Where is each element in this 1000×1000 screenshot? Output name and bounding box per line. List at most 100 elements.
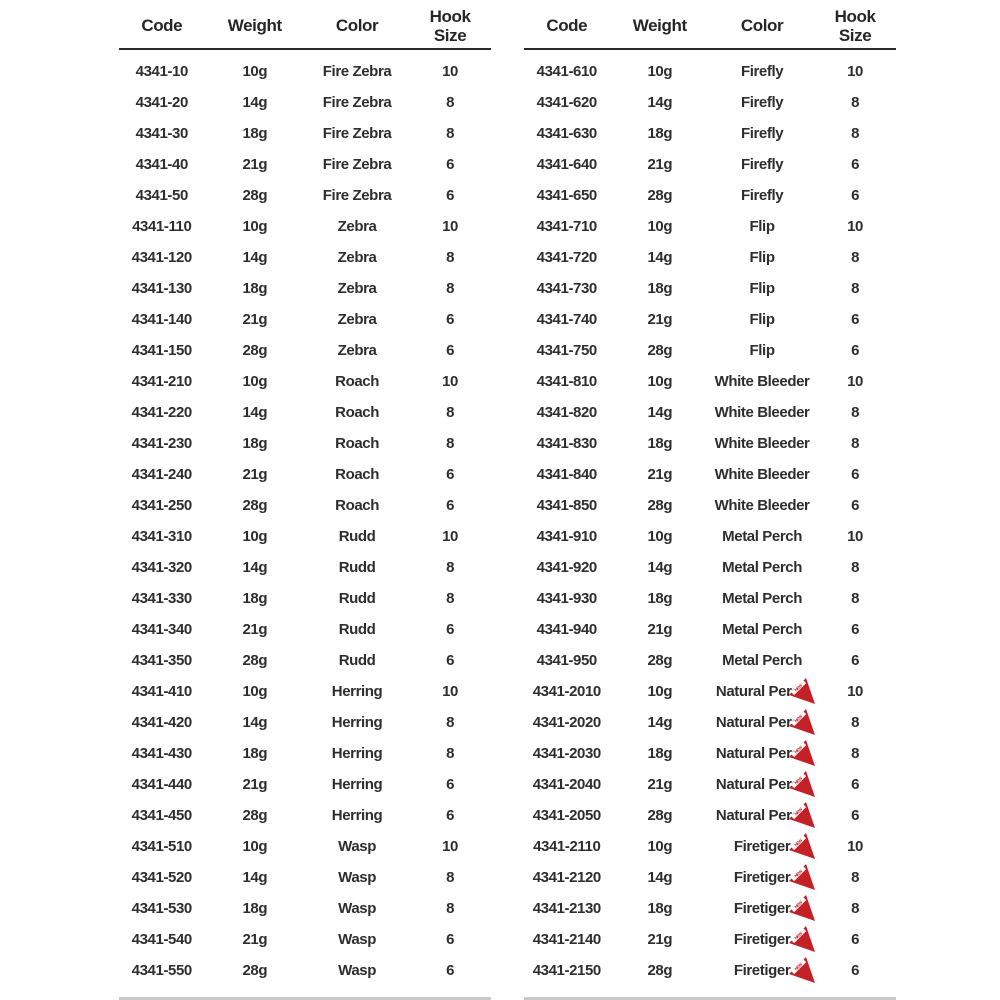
hook-cell: 6: [409, 490, 491, 521]
weight-value: 10g: [242, 218, 268, 235]
weight-value: 10g: [647, 373, 673, 390]
table-row: 4341-130 18g Zebra 8: [119, 273, 491, 304]
weight-value: 10g: [647, 528, 673, 545]
code-value: 4341-950: [536, 652, 598, 669]
new-badge-icon: NEW: [788, 926, 815, 952]
color-value: Fire Zebra: [322, 187, 392, 204]
color-value: Zebra: [337, 311, 377, 328]
hook-cell: 8: [814, 893, 896, 924]
code-cell: 4341-10: [119, 56, 205, 87]
code-value: 4341-2150: [532, 962, 602, 979]
table-row: 4341-10 10g Fire Zebra 10: [119, 56, 491, 87]
hook-cell: 8: [409, 552, 491, 583]
color-cell: Wasp: [305, 893, 409, 924]
weight-cell: 21g: [610, 614, 710, 645]
hook-cell: 10: [409, 831, 491, 862]
color-cell: White Bleeder: [710, 397, 814, 428]
table-row: 4341-730 18g Flip 8: [524, 273, 896, 304]
table-row: 4341-50 28g Fire Zebra 6: [119, 180, 491, 211]
table-row: 4341-930 18g Metal Perch 8: [524, 583, 896, 614]
code-cell: 4341-640: [524, 149, 610, 180]
hook-cell: 8: [409, 738, 491, 769]
table-row: 4341-510 10g Wasp 10: [119, 831, 491, 862]
color-cell: Firetiger NEW: [710, 924, 815, 955]
code-value: 4341-930: [536, 590, 598, 607]
code-value: 4341-730: [536, 280, 598, 297]
new-badge-label: NEW: [793, 962, 803, 972]
table-row: 4341-630 18g Firefly 8: [524, 118, 896, 149]
table-row: 4341-620 14g Firefly 8: [524, 87, 896, 118]
code-value: 4341-630: [536, 125, 598, 142]
hook-cell: 8: [409, 397, 491, 428]
hook-value: 8: [446, 125, 455, 142]
table-row: 4341-340 21g Rudd 6: [119, 614, 491, 645]
hook-value: 8: [446, 745, 455, 762]
color-cell: Rudd: [305, 552, 409, 583]
table-row: 4341-940 21g Metal Perch 6: [524, 614, 896, 645]
color-cell: Herring: [305, 800, 409, 831]
table-row: 4341-120 14g Zebra 8: [119, 242, 491, 273]
weight-value: 18g: [242, 125, 268, 142]
table-row: 4341-140 21g Zebra 6: [119, 304, 491, 335]
code-cell: 4341-2050: [524, 800, 610, 831]
hook-cell: 8: [409, 242, 491, 273]
weight-value: 10g: [242, 683, 268, 700]
weight-cell: 18g: [205, 893, 305, 924]
weight-cell: 21g: [205, 924, 305, 955]
code-cell: 4341-940: [524, 614, 610, 645]
hook-cell: 6: [814, 180, 896, 211]
code-cell: 4341-450: [119, 800, 205, 831]
code-cell: 4341-430: [119, 738, 205, 769]
color-value: Natural Perch: [715, 776, 809, 793]
hook-cell: 8: [409, 583, 491, 614]
weight-cell: 10g: [610, 831, 710, 862]
color-cell: White Bleeder: [710, 459, 814, 490]
new-badge-triangle: [788, 895, 815, 921]
weight-cell: 18g: [610, 893, 710, 924]
hook-value: 10: [442, 683, 458, 700]
new-badge-triangle: [788, 864, 815, 890]
weight-cell: 28g: [610, 800, 710, 831]
code-cell: 4341-2020: [524, 707, 610, 738]
hook-value: 6: [851, 962, 860, 979]
weight-cell: 28g: [610, 955, 710, 986]
hook-cell: 8: [409, 118, 491, 149]
hook-cell: 10: [409, 676, 491, 707]
weight-value: 14g: [242, 869, 268, 886]
color-cell: Natural Perch NEW: [710, 738, 815, 769]
weight-value: 14g: [647, 94, 673, 111]
hook-cell: 6: [409, 800, 491, 831]
code-cell: 4341-550: [119, 955, 205, 986]
weight-value: 18g: [242, 435, 268, 452]
color-value: Natural Perch: [715, 745, 809, 762]
code-value: 4341-520: [131, 869, 193, 886]
code-cell: 4341-530: [119, 893, 205, 924]
code-cell: 4341-740: [524, 304, 610, 335]
header-weight: Weight: [227, 16, 282, 36]
hook-value: 6: [446, 187, 455, 204]
hook-value: 6: [851, 931, 860, 948]
hook-cell: 8: [814, 87, 896, 118]
code-cell: 4341-420: [119, 707, 205, 738]
hook-cell: 6: [814, 955, 896, 986]
hook-value: 6: [446, 342, 455, 359]
color-value: Natural Perch: [715, 683, 809, 700]
hook-value: 6: [446, 156, 455, 173]
code-value: 4341-2140: [532, 931, 602, 948]
weight-cell: 10g: [205, 521, 305, 552]
code-value: 4341-2130: [532, 900, 602, 917]
code-cell: 4341-930: [524, 583, 610, 614]
color-value: Flip: [749, 342, 775, 359]
weight-value: 28g: [647, 652, 673, 669]
new-badge-label: NEW: [793, 900, 803, 910]
table-row: 4341-410 10g Herring 10: [119, 676, 491, 707]
color-cell: Firefly: [710, 56, 814, 87]
code-cell: 4341-920: [524, 552, 610, 583]
code-cell: 4341-910: [524, 521, 610, 552]
table-row: 4341-520 14g Wasp 8: [119, 862, 491, 893]
hook-value: 10: [442, 63, 458, 80]
new-badge-triangle: [788, 957, 815, 983]
code-value: 4341-150: [131, 342, 193, 359]
weight-cell: 18g: [610, 118, 710, 149]
weight-value: 21g: [242, 156, 268, 173]
